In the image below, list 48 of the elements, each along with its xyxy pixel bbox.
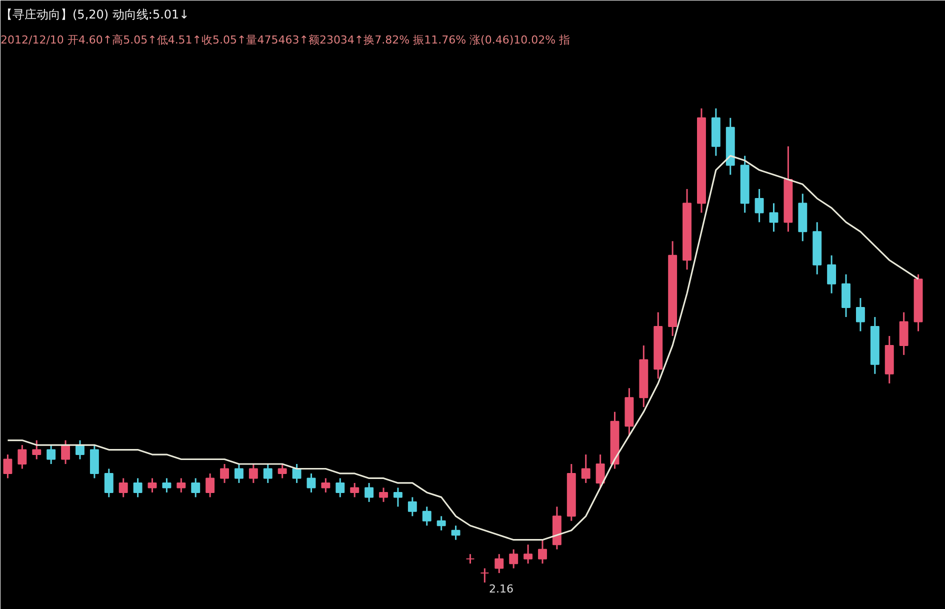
candlestick	[524, 544, 533, 564]
candlestick	[509, 548, 518, 570]
candlestick	[220, 463, 229, 484]
chart-subtitle: 2012/12/10 开4.60↑高5.05↑低4.51↑收5.05↑量475463↑额23034↑换7.82% 振11.76% 涨(0.46)10.02% 指	[0, 34, 570, 46]
candlestick	[278, 463, 287, 479]
candlestick	[379, 486, 388, 503]
candlestick	[422, 506, 432, 526]
annotation: 2.16	[489, 582, 514, 596]
candlestick	[191, 477, 200, 498]
candlestick	[321, 477, 330, 494]
candlestick	[176, 477, 186, 494]
candlestick	[364, 482, 374, 503]
candlestick	[61, 440, 70, 465]
candlestick	[480, 568, 490, 584]
candlestick	[466, 553, 475, 564]
chart-title: 【寻庄动向】(5,20) 动向线:5.01↓	[0, 8, 190, 22]
candlestick	[263, 463, 272, 484]
candlestick	[754, 188, 764, 223]
candlestick	[408, 496, 417, 517]
candlestick	[538, 539, 547, 564]
candlestick	[899, 312, 908, 356]
candlestick	[827, 254, 836, 294]
candlestick	[104, 468, 114, 498]
candlestick	[234, 463, 244, 484]
candlestick	[46, 444, 56, 465]
candlestick	[90, 444, 99, 479]
candlestick	[581, 454, 590, 484]
candlestick	[148, 477, 157, 494]
candlestick	[436, 515, 446, 532]
candlestick	[162, 477, 172, 494]
candlestick	[206, 472, 215, 498]
candlestick	[306, 472, 316, 494]
candlestick	[393, 486, 402, 508]
candlestick	[32, 440, 42, 460]
candlestick	[451, 524, 460, 541]
candlestick	[769, 202, 778, 232]
candlestick	[596, 454, 605, 488]
candlestick	[336, 477, 345, 498]
candlestick	[292, 463, 302, 484]
candlestick	[133, 477, 142, 498]
candlestick	[248, 463, 258, 484]
candlestick	[18, 444, 27, 470]
candlestick	[856, 297, 865, 332]
candlestick	[842, 274, 850, 318]
candlestick	[3, 454, 12, 479]
candlestick	[118, 477, 128, 498]
candlestick	[494, 553, 504, 574]
candlestick	[350, 482, 360, 498]
